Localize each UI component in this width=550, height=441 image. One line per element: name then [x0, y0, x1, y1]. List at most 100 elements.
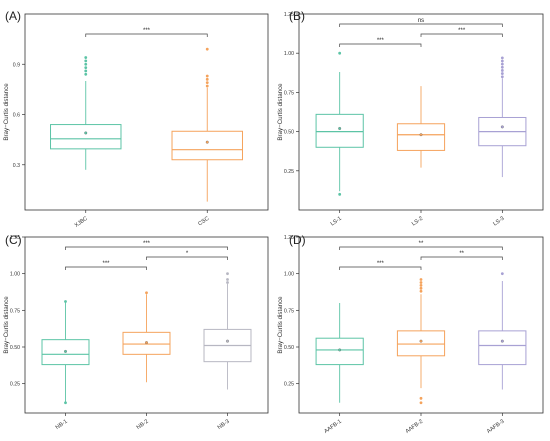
x-tick-label: NB-2 — [136, 419, 150, 431]
significance-label: *** — [458, 28, 466, 34]
significance-label: ** — [419, 241, 424, 247]
box-NB-1 — [41, 300, 90, 405]
outlier-point — [84, 69, 88, 73]
y-tick-label: 0.50 — [284, 345, 294, 351]
outlier-point — [205, 81, 209, 85]
bracket-line — [420, 256, 503, 260]
outlier-point — [419, 289, 423, 293]
y-tick-label: 0.50 — [284, 130, 294, 136]
outlier-point — [338, 51, 342, 55]
mean-point — [205, 140, 209, 144]
outlier-point — [84, 72, 88, 76]
outlier-point — [419, 284, 423, 287]
outlier-point — [84, 62, 88, 66]
outlier-point — [64, 300, 67, 303]
x-tick-label: NB-1 — [55, 419, 69, 431]
significance-label: *** — [143, 28, 151, 34]
y-tick-label: 0.25 — [10, 382, 20, 388]
box-AAFB-1 — [315, 303, 364, 403]
y-tick-label: 0.75 — [10, 308, 20, 314]
outlier-point — [500, 272, 504, 276]
bracket-line — [339, 246, 503, 250]
bracket-line — [65, 246, 228, 250]
bracket-line — [339, 23, 503, 27]
box-AAFB-3 — [478, 272, 527, 390]
y-axis-title: Bray−Curtis distance — [277, 83, 284, 141]
significance-bracket: *** — [85, 28, 208, 37]
x-tick-label: AAFB-2 — [405, 419, 424, 435]
y-tick-label: 1.00 — [284, 51, 294, 57]
y-axis-title: Bray−Curtis distance — [3, 296, 10, 354]
box-iqr — [50, 124, 122, 150]
outlier-point — [419, 401, 423, 405]
box-NB-2 — [122, 291, 171, 383]
y-tick-label: 1.25 — [284, 12, 294, 18]
box-LS-2 — [396, 86, 446, 168]
x-tick-label: XJBC — [74, 216, 89, 229]
x-tick-label: LS-1 — [330, 216, 343, 228]
mean-point — [226, 339, 229, 343]
outlier-point — [338, 192, 342, 196]
outlier-point — [205, 77, 209, 81]
outlier-point — [84, 66, 88, 70]
y-tick-label: 0.3 — [13, 163, 20, 169]
bracket-line — [146, 256, 228, 260]
box-iqr — [396, 330, 446, 357]
outlier-point — [500, 65, 504, 69]
x-tick-label: LS-3 — [492, 216, 505, 228]
y-tick-label: 1.25 — [284, 235, 294, 241]
significance-bracket: ** — [420, 251, 503, 260]
outlier-point — [500, 72, 504, 75]
mean-point — [419, 133, 423, 137]
outlier-point — [419, 278, 423, 281]
mean-point — [64, 349, 67, 353]
box-iqr — [315, 337, 364, 366]
mean-point — [419, 339, 423, 343]
outlier-point — [84, 56, 88, 59]
y-tick-label: 0.9 — [13, 62, 20, 68]
panel-4: (D) 0.25 0.50 0.75 1.00 1.25 Bray−Curtis dista… — [277, 233, 544, 435]
significance-bracket: ns — [339, 18, 503, 27]
outlier-point — [226, 278, 229, 281]
y-tick-label: 0.6 — [13, 113, 20, 119]
bracket-line — [85, 33, 208, 37]
significance-label: *** — [377, 261, 385, 267]
y-tick-label: 1.00 — [10, 272, 20, 278]
outlier-point — [226, 272, 229, 276]
significance-label: * — [186, 251, 189, 257]
bracket-line — [339, 266, 422, 270]
outlier-point — [500, 75, 504, 79]
outlier-point — [205, 47, 209, 51]
box-AAFB-2 — [396, 278, 446, 405]
significance-label: *** — [143, 241, 151, 247]
panel-label: (A) — [5, 9, 21, 23]
y-tick-label: 1.25 — [10, 235, 20, 241]
box-LS-1 — [315, 51, 364, 196]
box-iqr — [478, 330, 527, 366]
bracket-line — [420, 33, 503, 37]
box-CSC — [171, 47, 243, 202]
box-XJBC — [50, 56, 122, 170]
x-tick-label: NB-3 — [217, 419, 231, 431]
x-tick-label: AAFB-3 — [486, 419, 505, 435]
panel-label: (B) — [289, 9, 305, 23]
outlier-point — [500, 62, 504, 66]
x-tick-label: LS-2 — [411, 216, 424, 228]
y-tick-label: 0.50 — [10, 345, 20, 351]
outlier-point — [419, 396, 423, 400]
mean-point — [338, 127, 342, 130]
outlier-point — [226, 281, 229, 284]
mean-point — [145, 341, 148, 345]
panel-label: (D) — [289, 233, 306, 247]
y-tick-label: 0.75 — [284, 308, 294, 314]
significance-label: *** — [377, 38, 385, 44]
panel-2: (B) 0.25 0.50 0.75 1.00 1.25 Bray−Curtis dista… — [277, 9, 544, 228]
significance-label: ns — [418, 18, 424, 24]
significance-bracket: ** — [339, 241, 503, 250]
outlier-point — [500, 59, 504, 63]
y-tick-label: 0.75 — [284, 90, 294, 96]
mean-point — [500, 125, 504, 129]
significance-bracket: *** — [420, 28, 503, 37]
y-axis-title: Bray−Curtis distance — [277, 296, 284, 354]
